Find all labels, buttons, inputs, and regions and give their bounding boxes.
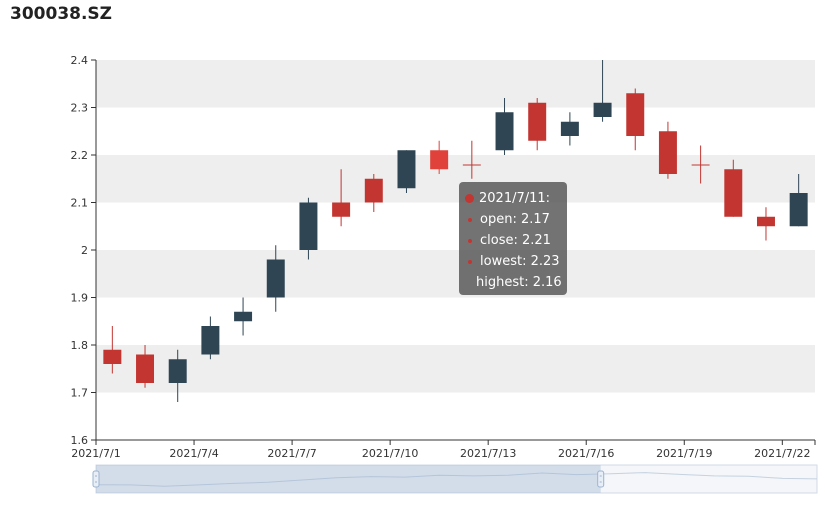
candle-body [430,150,449,170]
candle-body [266,259,285,298]
candle-body [495,112,514,151]
data-zoom-slider [92,464,818,494]
candle [364,174,383,212]
y-tick-label: 1.6 [71,434,89,447]
zoom-handle[interactable] [92,470,100,488]
tooltip: 2021/7/11: open: 2.17 close: 2.21 lowest… [459,182,567,295]
candle [201,316,220,360]
candle-body [626,93,645,136]
x-tick-label: 2021/7/1 [71,447,120,460]
y-axis: 1.6 1.7 1.8 1.9 2 2.1 2.2 2.3 2.4 [71,54,97,447]
candle-body [560,121,579,136]
zoom-window [96,465,601,493]
candle [528,98,547,151]
candles [103,60,808,402]
candle-body [756,216,775,227]
x-tick-label: 2021/7/13 [460,447,516,460]
y-tick-label: 1.8 [71,339,89,352]
tooltip-date: 2021/7/11: [479,191,551,206]
x-tick-label: 2021/7/4 [169,447,218,460]
candle [789,174,808,227]
candle [266,245,285,312]
candle-body [136,354,155,383]
candle-body [528,102,547,141]
tooltip-marker-icon [465,194,474,203]
grid-band [96,392,815,440]
page-title: 300038.SZ [10,4,112,24]
x-axis: 2021/7/1 2021/7/4 2021/7/7 2021/7/10 2021/7/… [71,439,816,460]
candle-body [462,164,481,166]
candle-body [658,131,677,174]
candle-body [397,150,416,189]
grid-band [96,155,815,203]
y-tick-label: 1.9 [71,292,89,305]
candle-body [332,202,351,217]
candle [103,326,122,374]
candle [430,140,449,174]
candle [168,349,187,402]
zoom-preview-line [95,472,818,487]
candle-body [364,178,383,203]
candle [299,197,318,260]
candle-body [201,326,220,355]
candle [136,345,155,388]
tooltip-lowest: lowest: 2.23 [480,254,560,269]
candle-body [168,359,187,383]
x-tick-label: 2021/7/16 [558,447,614,460]
y-tick-label: 2.1 [71,197,89,210]
candle [658,121,677,179]
y-tick-label: 2.2 [71,149,89,162]
grid-band [96,60,815,108]
x-tick-label: 2021/7/7 [267,447,316,460]
candle [560,112,579,146]
candle [462,140,481,179]
x-tick-label: 2021/7/22 [754,447,810,460]
grid-bands [96,60,815,440]
candle [397,150,416,193]
candle [724,159,743,217]
candle [332,169,351,227]
tooltip-bullet-icon [468,238,472,243]
tooltip-highest: highest: 2.16 [476,275,562,290]
grid-band [96,107,815,155]
y-tick-label: 2.3 [71,102,89,115]
tooltip-open: open: 2.17 [480,212,550,227]
x-tick-label: 2021/7/10 [362,447,418,460]
y-tick-label: 2 [81,244,88,257]
candle [626,88,645,151]
candle-body [103,349,122,364]
zoom-handle[interactable] [597,470,605,488]
candle [691,145,710,184]
candle-body [691,164,710,166]
x-tick-label: 2021/7/19 [656,447,712,460]
candle [495,98,514,155]
tooltip-bullet-icon [468,217,472,222]
candle-body [234,311,253,322]
tooltip-bullet-icon [468,259,472,264]
grid-band [96,250,815,298]
candle [593,60,612,122]
tooltip-close: close: 2.21 [480,233,551,248]
y-tick-label: 2.4 [71,54,89,67]
grid-band [96,202,815,250]
candle [234,297,253,336]
candle-body [724,169,743,217]
candle-body [299,202,318,250]
candle-body [789,193,808,227]
candle-body [593,102,612,117]
y-tick-label: 1.7 [71,387,89,400]
candle [756,207,775,241]
